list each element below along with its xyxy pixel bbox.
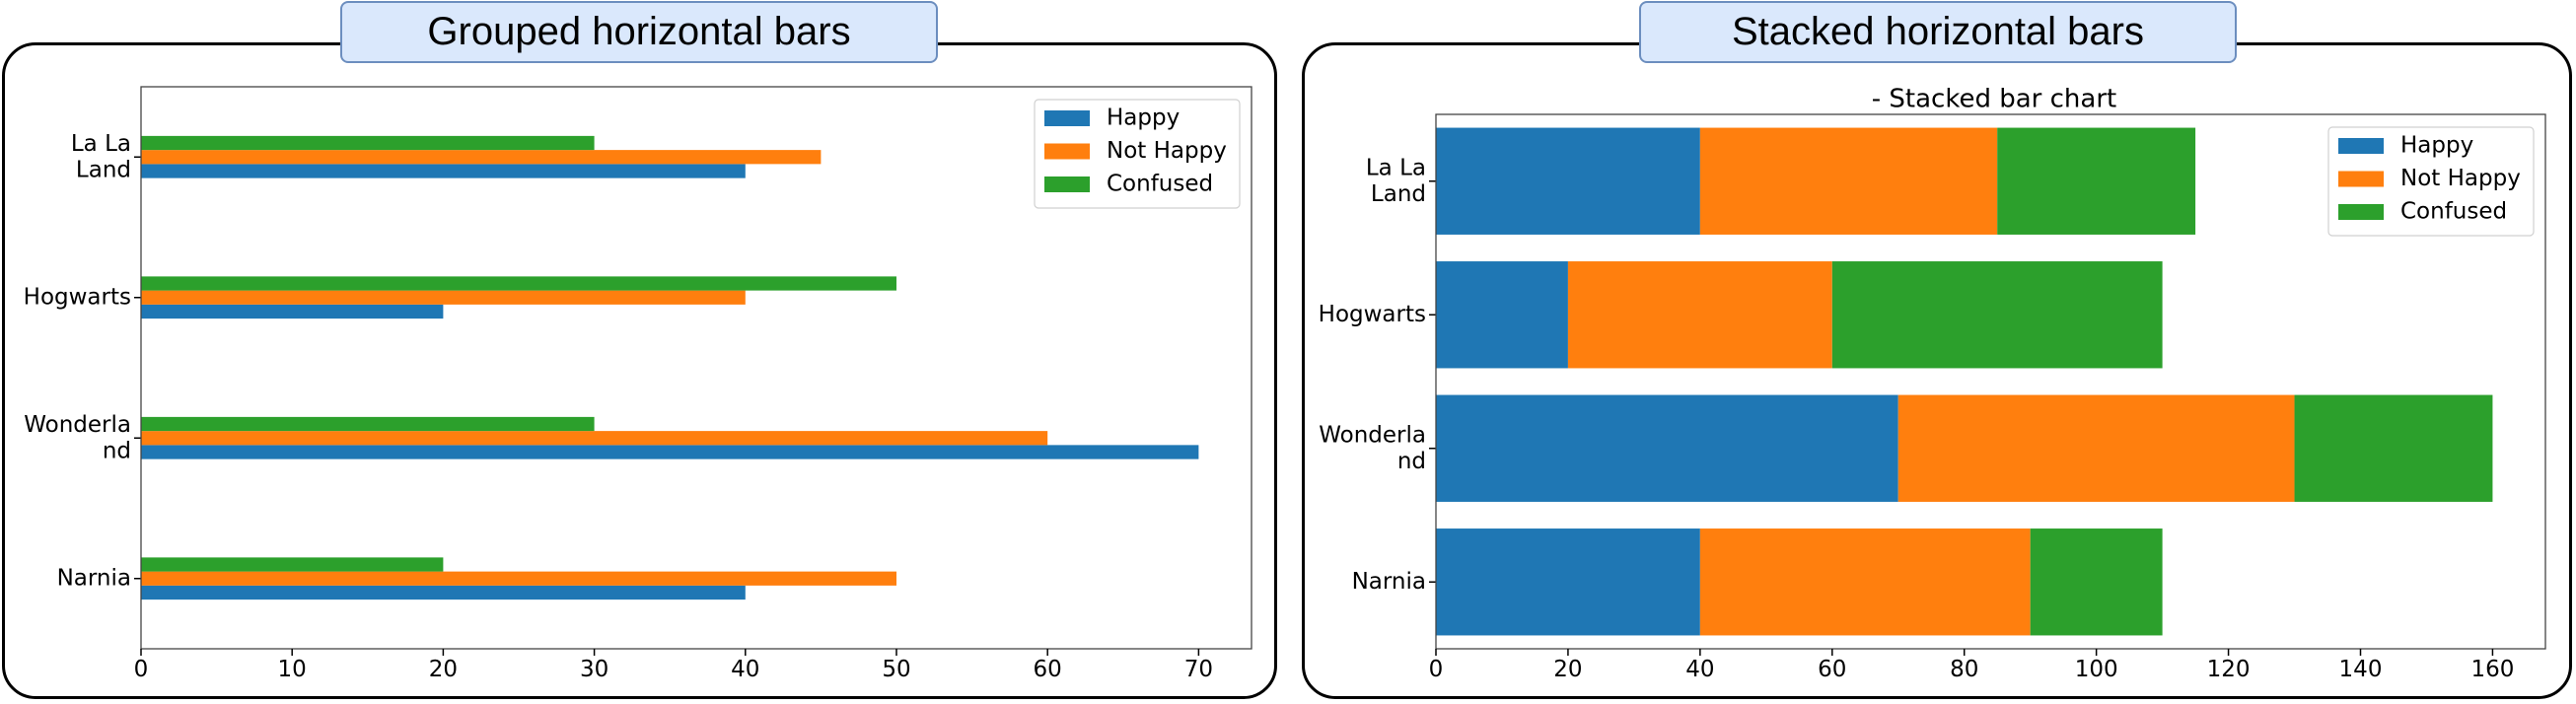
stacked-bar-happy	[1436, 528, 1700, 636]
grouped-bar-not-happy	[141, 571, 896, 586]
stacked-legend-label-not-happy: Not Happy	[2400, 166, 2521, 191]
grouped-bar-not-happy	[141, 290, 746, 305]
stacked-legend-swatch-happy	[2338, 138, 2384, 154]
stacked-plot-frame	[1435, 113, 2546, 650]
grouped-y-tick-label: Hogwarts	[24, 284, 131, 310]
stacked-legend-label-confused: Confused	[2400, 199, 2507, 225]
stacked-x-tick-label: 120	[2207, 657, 2251, 682]
stacked-y-tick-label: La La Land	[1366, 155, 1426, 206]
grouped-x-tick-label: 50	[882, 657, 910, 682]
grouped-x-tick-label: 10	[278, 657, 307, 682]
stacked-legend-label-happy: Happy	[2400, 133, 2473, 159]
stacked-y-tick-label: Hogwarts	[1319, 302, 1426, 327]
grouped-x-tick-label: 0	[134, 657, 149, 682]
grouped-bar-happy	[141, 304, 444, 319]
stacked-bar-confused	[2030, 528, 2163, 636]
grouped-bar-confused	[141, 135, 595, 151]
grouped-legend-label-not-happy: Not Happy	[1107, 138, 1227, 164]
stacked-x-tick-label: 160	[2470, 657, 2514, 682]
stacked-bar-confused	[1831, 261, 2163, 369]
stacked-x-tick-label: 60	[1818, 657, 1846, 682]
stacked-legend-swatch-not-happy	[2338, 171, 2384, 187]
stacked-legend-swatch-confused	[2338, 204, 2384, 220]
stacked-x-tick-label: 40	[1685, 657, 1714, 682]
stacked-chart-title: - Stacked bar chart	[1872, 85, 2116, 114]
grouped-panel-title: Grouped horizontal bars	[340, 1, 938, 63]
grouped-x-tick-label: 20	[429, 657, 458, 682]
grouped-x-tick-label: 30	[580, 657, 608, 682]
stacked-y-tick-label: Wonderla nd	[1319, 422, 1426, 473]
stacked-bar-not-happy	[1567, 261, 1832, 369]
grouped-bar-happy	[141, 585, 746, 600]
stacked-bar-not-happy	[1699, 528, 2031, 636]
grouped-x-tick-label: 40	[731, 657, 759, 682]
stacked-x-tick-label: 100	[2075, 657, 2118, 682]
stacked-x-tick-label: 20	[1553, 657, 1582, 682]
grouped-y-tick-label: Narnia	[57, 565, 131, 591]
grouped-bar-confused	[141, 416, 595, 432]
stacked-bar-happy	[1436, 127, 1700, 235]
grouped-y-tick-label: Wonderla nd	[24, 412, 131, 463]
grouped-bar-happy	[141, 445, 1199, 459]
grouped-bar-happy	[141, 164, 746, 178]
grouped-bar-not-happy	[141, 150, 822, 165]
grouped-legend-label-happy: Happy	[1107, 106, 1180, 131]
stacked-bar-happy	[1436, 261, 1568, 369]
stacked-bar-not-happy	[1897, 394, 2295, 502]
grouped-legend-label-confused: Confused	[1107, 172, 1213, 197]
grouped-legend-swatch-confused	[1044, 176, 1090, 192]
stacked-bar-confused	[1997, 127, 2196, 235]
grouped-bar-confused	[141, 557, 444, 572]
stacked-x-tick-label: 80	[1950, 657, 1978, 682]
stacked-x-tick-label: 0	[1429, 657, 1444, 682]
grouped-x-tick-label: 60	[1034, 657, 1062, 682]
grouped-plot-frame	[140, 86, 1252, 650]
stacked-x-tick-label: 140	[2339, 657, 2383, 682]
stacked-panel-title: Stacked horizontal bars	[1639, 1, 2237, 63]
grouped-legend-swatch-not-happy	[1044, 143, 1090, 160]
stacked-bar-confused	[2294, 394, 2493, 502]
grouped-legend-swatch-happy	[1044, 110, 1090, 126]
stacked-bar-happy	[1436, 394, 1898, 502]
stacked-bar-not-happy	[1699, 127, 1998, 235]
grouped-bar-confused	[141, 276, 896, 291]
grouped-bar-not-happy	[141, 431, 1048, 446]
stacked-y-tick-label: Narnia	[1352, 569, 1426, 595]
grouped-y-tick-label: La La Land	[71, 131, 131, 182]
grouped-x-tick-label: 70	[1184, 657, 1213, 682]
